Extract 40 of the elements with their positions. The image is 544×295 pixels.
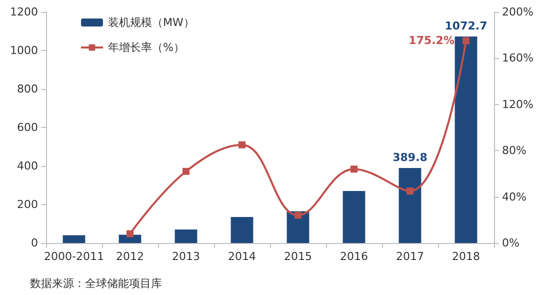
y2-tick-label: 0% [502, 236, 520, 250]
point [350, 166, 358, 173]
x-tick-label: 2013 [172, 250, 200, 263]
x-tick-label: 2012 [116, 250, 144, 263]
data-label: 1072.7 [444, 20, 488, 33]
x-tick-label: 2017 [396, 250, 424, 263]
bar [62, 235, 86, 243]
y2-tick-label: 40% [502, 190, 526, 204]
x-tick-label: 2015 [284, 250, 312, 263]
y2-tick-label: 200% [502, 6, 534, 18]
bar [230, 217, 254, 243]
data-label: 389.8 [392, 150, 428, 164]
data-label: 175.2% [408, 34, 454, 48]
y-tick-label: 0 [31, 236, 38, 250]
y-tick-label: 400 [17, 160, 38, 172]
point [462, 37, 470, 44]
bar [342, 191, 366, 243]
y-tick-label: 200 [17, 198, 38, 211]
point [238, 141, 246, 148]
y-tick-label: 600 [17, 121, 38, 134]
legend-label: 装机规模（MW） [108, 16, 194, 29]
y2-tick-label: 160% [502, 52, 534, 65]
source-note: 数据来源：全球储能项目库 [30, 277, 162, 290]
point [126, 230, 134, 238]
x-tick-label: 2000-2011 [44, 250, 104, 263]
point [182, 168, 190, 175]
y-tick-label: 800 [17, 82, 38, 96]
y-tick-label: 1000 [10, 44, 38, 57]
x-tick-label: 2016 [340, 250, 368, 263]
point [294, 212, 302, 219]
bar [454, 36, 478, 243]
bar [174, 230, 198, 243]
x-tick-label: 2018 [452, 250, 480, 263]
legend-label: 年增长率（%） [108, 41, 184, 54]
y2-tick-label: 80% [502, 144, 526, 158]
point [406, 188, 414, 195]
y2-tick-label: 120% [502, 98, 534, 111]
x-tick-label: 2014 [228, 250, 256, 263]
y-tick-label: 1200 [10, 6, 38, 18]
bar [398, 168, 422, 243]
